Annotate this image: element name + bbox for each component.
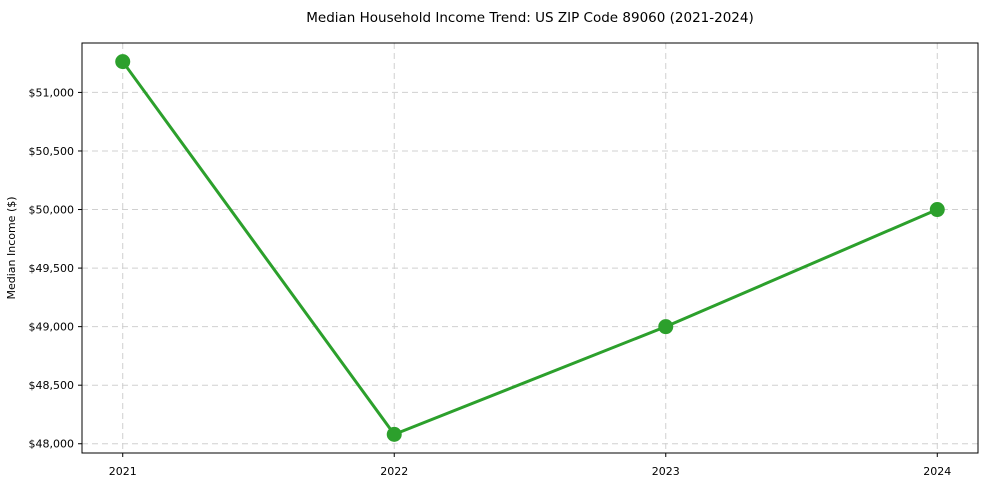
x-tick-label: 2022 (380, 465, 408, 478)
y-tick-label: $49,000 (29, 320, 75, 333)
chart-title: Median Household Income Trend: US ZIP Co… (306, 10, 754, 26)
x-tick-label: 2021 (109, 465, 137, 478)
trend-line (121, 60, 939, 436)
y-tick-label: $51,000 (29, 86, 75, 99)
x-tick-label: 2023 (652, 465, 680, 478)
data-point (115, 54, 131, 70)
data-point (929, 202, 945, 218)
y-tick-label: $49,500 (29, 262, 75, 275)
tick-labels: 2021 2022 2023 2024 $48,000 $48,500 $49,000 $49… (29, 86, 952, 478)
x-tick-label: 2024 (923, 465, 951, 478)
data-point (386, 426, 402, 442)
plot-border (81, 42, 979, 454)
y-tick-label: $50,000 (29, 203, 75, 216)
data-series (115, 54, 945, 442)
y-tick-label: $48,000 (29, 438, 75, 451)
gridlines (82, 43, 978, 453)
y-axis-label: Median Income ($) (5, 196, 18, 299)
y-tick-label: $48,500 (29, 379, 75, 392)
data-point (658, 319, 674, 335)
axes (78, 42, 979, 457)
y-tick-label: $50,500 (29, 145, 75, 158)
